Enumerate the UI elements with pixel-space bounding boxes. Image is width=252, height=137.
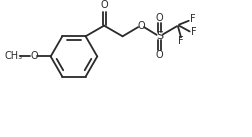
Text: O: O (156, 13, 163, 23)
Text: F: F (178, 36, 184, 46)
Text: CH₃: CH₃ (5, 52, 23, 62)
Text: F: F (190, 14, 195, 24)
Text: O: O (156, 50, 163, 60)
Text: O: O (30, 52, 38, 62)
Text: O: O (137, 21, 145, 31)
Text: F: F (191, 27, 196, 37)
Text: S: S (156, 31, 163, 41)
Text: O: O (100, 0, 108, 10)
